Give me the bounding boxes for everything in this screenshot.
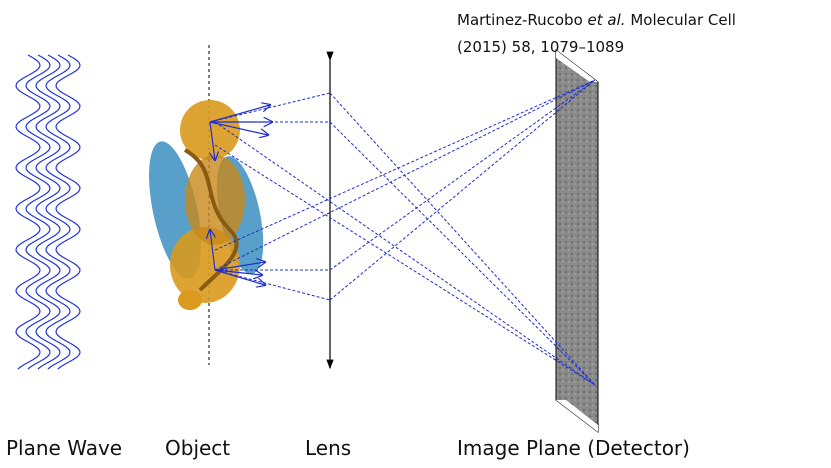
diagram: Martinez-Rucobo et al. Molecular Cell (2… xyxy=(0,0,831,468)
label: Object xyxy=(165,436,230,460)
citation-reference: (2015) 58, 1079–1089 xyxy=(457,38,624,56)
plane-wave xyxy=(16,55,80,369)
citation-journal: Molecular Cell xyxy=(630,11,736,29)
label: Plane Wave xyxy=(6,436,122,460)
ray xyxy=(330,122,595,385)
ray xyxy=(215,145,595,385)
ray xyxy=(330,80,595,270)
rays xyxy=(210,80,595,385)
label: Lens xyxy=(305,436,351,460)
citation-etal: et al. xyxy=(588,11,626,29)
ray xyxy=(330,93,595,385)
citation-line-1: Martinez-Rucobo et al. Molecular Cell xyxy=(457,11,736,29)
ray xyxy=(215,122,595,385)
ray xyxy=(215,80,595,250)
ray xyxy=(330,80,595,300)
label: Image Plane (Detector) xyxy=(457,436,690,460)
citation-authors: Martinez-Rucobo xyxy=(457,11,583,29)
ray xyxy=(215,80,595,270)
